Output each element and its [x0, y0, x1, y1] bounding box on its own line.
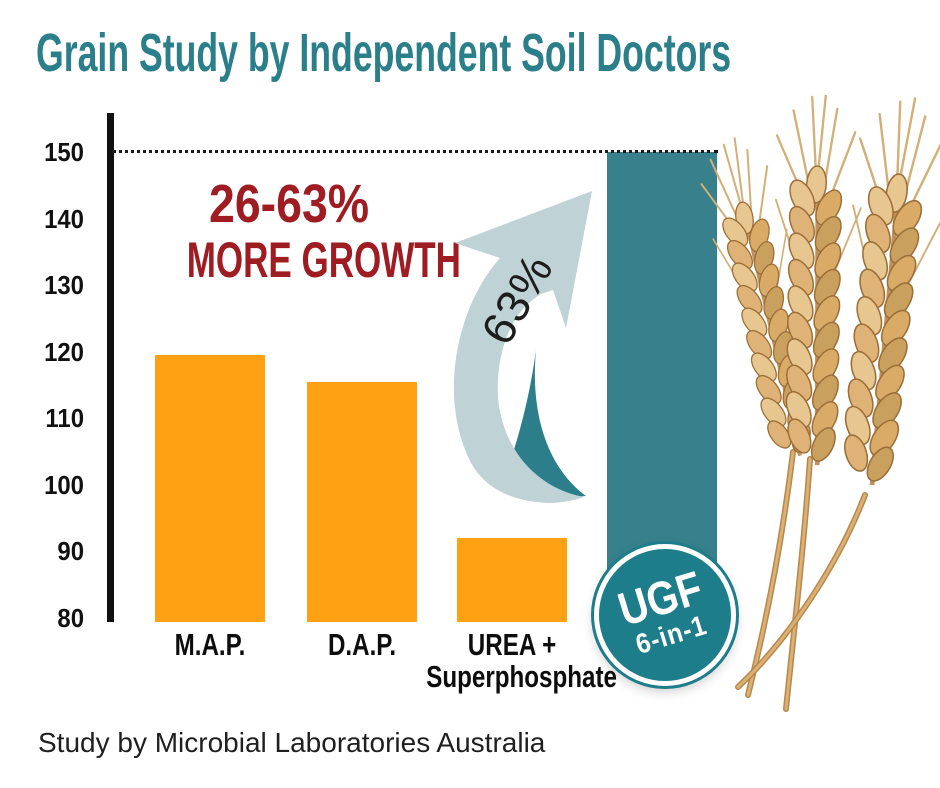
arrow-light-body	[453, 191, 592, 503]
wheat-ears-image	[691, 95, 940, 712]
y-tick-100: 100	[44, 469, 84, 500]
y-tick-140: 140	[44, 203, 84, 234]
growth-annotation: 26-63% MORE GROWTH	[128, 174, 461, 287]
x-label-urea-superphosphate: UREA + Superphosphate	[426, 627, 617, 695]
arrow-dark-swoosh	[514, 350, 586, 497]
y-tick-130: 130	[44, 270, 84, 301]
bar-ugf-6-in-1	[607, 152, 717, 622]
bar-m-a-p	[155, 355, 265, 622]
ugf-product-badge: UGF 6-in-1	[594, 544, 736, 686]
reference-dotted-line-150	[112, 150, 718, 153]
y-tick-90: 90	[57, 536, 84, 567]
source-credit: Study by Microbial Laboratories Australi…	[38, 727, 546, 758]
x-label-m-a-p: M.A.P.	[174, 627, 246, 662]
y-tick-120: 120	[44, 336, 84, 367]
y-tick-110: 110	[45, 403, 84, 434]
x-label-d-a-p: D.A.P.	[327, 627, 397, 662]
bar-urea-superphosphate	[457, 538, 567, 622]
page-title: Grain Study by Independent Soil Doctors	[36, 23, 732, 83]
growth-annotation-label: MORE GROWTH	[186, 231, 461, 288]
y-axis-line	[107, 113, 114, 622]
y-tick-150: 150	[44, 137, 84, 167]
wheat-ear-right	[824, 95, 940, 489]
bar-d-a-p	[307, 381, 417, 622]
growth-annotation-range: 26-63%	[208, 174, 370, 234]
wheat-stems	[735, 449, 868, 712]
ugf-badge-text: UGF 6-in-1	[607, 560, 724, 663]
y-tick-80: 80	[57, 603, 84, 633]
growth-arrow-icon	[453, 191, 592, 503]
